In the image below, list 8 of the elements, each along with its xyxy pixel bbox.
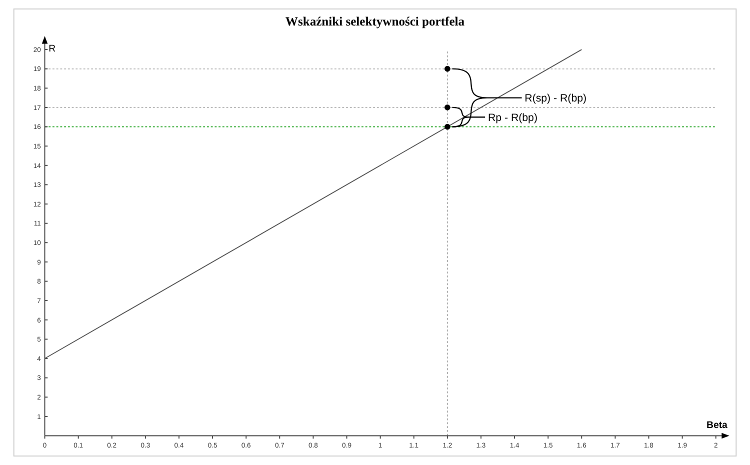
point: [444, 66, 450, 72]
annotation: R(sp) - R(bp): [524, 92, 587, 105]
y-axis-title: R: [48, 43, 56, 54]
point: [444, 124, 450, 130]
point: [444, 104, 450, 110]
chart-title: Wskaźniki selektywności portfela: [285, 14, 466, 28]
annotation: Rp - R(bp): [488, 112, 538, 124]
x-axis-title: Beta: [706, 420, 728, 432]
